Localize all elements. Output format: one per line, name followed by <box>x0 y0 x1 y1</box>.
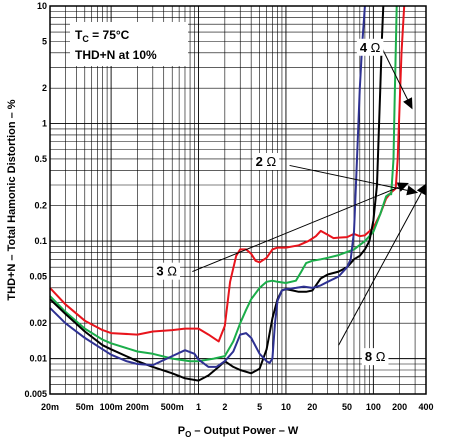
y-tick-label: 2 <box>42 83 47 93</box>
plot-frame <box>49 5 427 395</box>
x-tick-label: 100m <box>100 402 123 412</box>
curve-label-8-ohm: 8 Ω <box>365 349 386 364</box>
leader-line-0 <box>379 44 409 100</box>
x-tick-label: 10 <box>281 402 291 412</box>
leader-arrowhead-0 <box>403 97 413 110</box>
x-tick-label: 500m <box>161 402 184 412</box>
x-tick-label: 50 <box>342 402 352 412</box>
y-axis-label: THD+N – Total Hamonic Distortion – % <box>6 99 18 300</box>
leader-arrowhead-3 <box>416 183 427 196</box>
leader-arrowhead-2 <box>396 182 409 192</box>
leader-arrows <box>192 44 427 346</box>
y-tick-label: 10 <box>37 1 47 11</box>
x-tick-label: 20 <box>307 402 317 412</box>
x-tick-label: 200m <box>126 402 149 412</box>
x-axis-label: PO – Output Power – W <box>178 425 299 439</box>
leader-line-1 <box>289 164 408 191</box>
series-lines <box>49 5 406 382</box>
x-tick-label: 100 <box>366 402 381 412</box>
curve-label-4-ohm: 4 Ω <box>360 40 381 55</box>
y-tick-label: 5 <box>42 36 47 46</box>
leader-line-3 <box>338 192 422 346</box>
x-tick-label: 1 <box>196 402 201 412</box>
x-tick-label: 5 <box>257 402 262 412</box>
series-line-1 <box>49 5 398 363</box>
x-tick-label: 400 <box>418 402 433 412</box>
curve-label-2-ohm: 2 Ω <box>256 154 277 169</box>
annotation-temperature: TC = 75°C <box>75 28 130 44</box>
y-tick-label: 0.05 <box>29 271 47 281</box>
x-tick-labels: 20m 50m 100m 200m 500m 1 2 5 10 20 50 100 200 400 <box>41 402 434 412</box>
x-tick-label: 20m <box>41 402 59 412</box>
curve-labels: 4 Ω 2 Ω 3 Ω 8 Ω <box>153 38 389 366</box>
x-tick-label: 2 <box>222 402 227 412</box>
annotation-box: TC = 75°C THD+N at 10% <box>70 22 188 66</box>
curve-label-background <box>356 38 384 56</box>
y-tick-labels: 0.005 0.01 0.02 0.05 0.1 0.2 0.5 1 2 5 10 <box>24 1 47 399</box>
curve-label-background <box>252 153 280 171</box>
annotation-thd-condition: THD+N at 10% <box>75 48 157 62</box>
y-tick-label: 0.1 <box>34 236 47 246</box>
y-tick-label: 0.02 <box>29 318 47 328</box>
y-tick-label: 0.5 <box>34 154 47 164</box>
y-tick-label: 0.2 <box>34 201 47 211</box>
x-tick-label: 200 <box>392 402 407 412</box>
x-tick-label: 50m <box>76 402 94 412</box>
curve-label-background <box>361 348 389 366</box>
y-tick-label: 0.005 <box>24 389 47 399</box>
y-tick-label: 1 <box>42 119 47 129</box>
annotation-background <box>70 22 188 66</box>
curve-label-3-ohm: 3 Ω <box>156 264 177 279</box>
curve-label-background <box>153 262 181 280</box>
series-line-3 <box>49 5 366 368</box>
y-tick-label: 0.01 <box>29 354 47 364</box>
leader-line-2 <box>192 186 399 273</box>
leader-arrowhead-1 <box>406 185 419 196</box>
